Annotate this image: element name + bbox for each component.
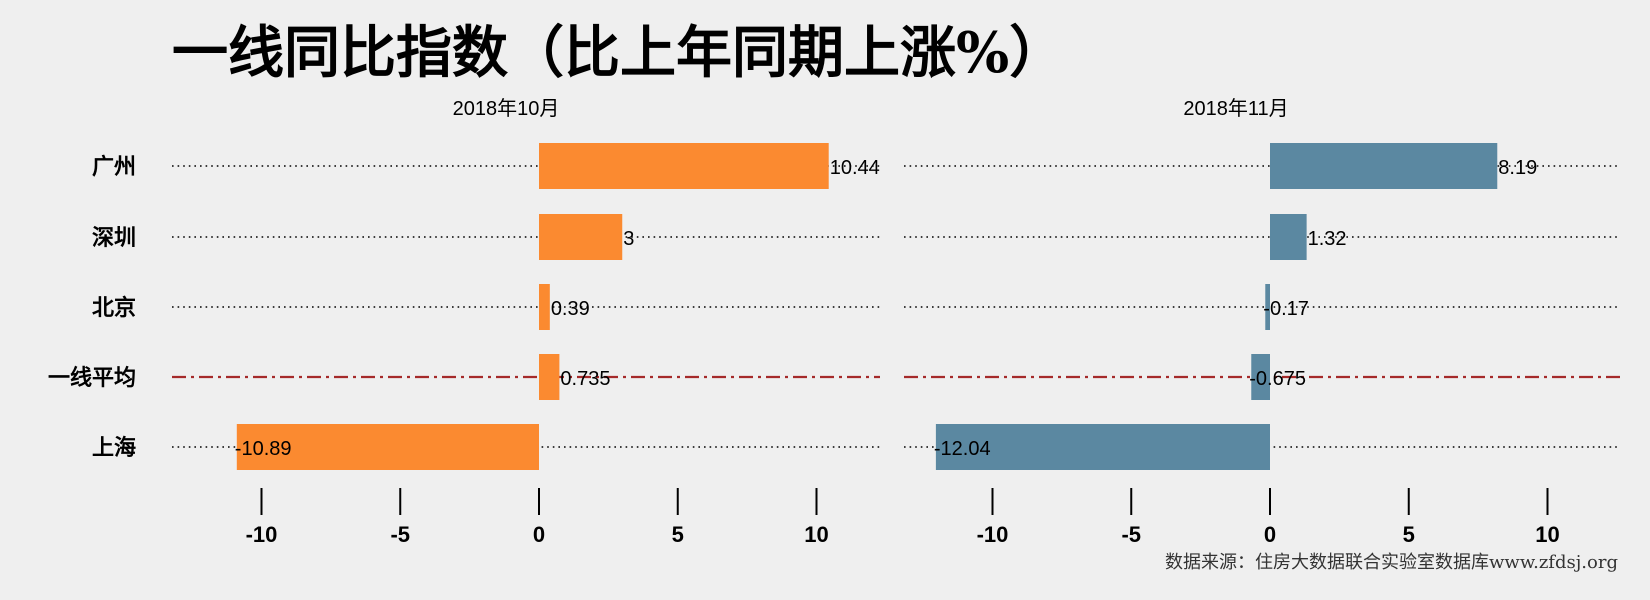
data-label-0-1: 3 [623, 228, 634, 250]
bar-1-4 [935, 424, 1270, 470]
data-source-note: 数据来源：住房大数据联合实验室数据库www.zfdsj.org [1165, 552, 1618, 573]
data-label-1-1: 1.32 [1308, 228, 1347, 250]
data-label-1-3: -0.675 [1249, 368, 1306, 390]
bar-1-2 [1265, 284, 1270, 330]
category-label-3: 一线平均 [48, 365, 136, 391]
data-label-1-4: -12.04 [934, 438, 991, 460]
category-label-4: 上海 [92, 435, 136, 461]
bar-0-4 [236, 424, 540, 470]
bar-1-1 [1270, 214, 1307, 260]
x-tick-label-0-1: -5 [390, 522, 410, 547]
data-label-0-3: 0.735 [560, 368, 610, 390]
category-label-1: 深圳 [92, 225, 136, 251]
data-label-1-2: -0.17 [1263, 298, 1309, 320]
data-label-1-0: 8.19 [1498, 157, 1537, 179]
bar-1-3 [1251, 354, 1270, 400]
x-tick-label-1-0: -10 [977, 522, 1009, 547]
bar-1-0 [1270, 143, 1498, 189]
data-label-0-0: 10.44 [830, 157, 880, 179]
category-label-2: 北京 [92, 295, 136, 321]
bar-0-0 [539, 143, 829, 189]
x-tick-label-1-3: 5 [1403, 522, 1415, 547]
chart-title: 一线同比指数（比上年同期上涨%） [172, 20, 1066, 86]
bar-0-1 [539, 214, 623, 260]
x-tick-label-1-1: -5 [1121, 522, 1141, 547]
x-tick-label-0-0: -10 [246, 522, 278, 547]
x-tick-label-0-3: 5 [672, 522, 684, 547]
x-tick-label-0-2: 0 [533, 522, 545, 547]
x-tick-label-1-2: 0 [1264, 522, 1276, 547]
x-tick-label-0-4: 10 [804, 522, 828, 547]
data-label-0-4: -10.89 [235, 438, 292, 460]
bar-0-3 [539, 354, 560, 400]
bar-0-2 [539, 284, 550, 330]
data-label-0-2: 0.39 [551, 298, 590, 320]
category-label-0: 广州 [92, 154, 136, 180]
panel-title-nov: 2018年11月 [1183, 98, 1289, 120]
panel-title-oct: 2018年10月 [452, 98, 560, 120]
x-tick-label-1-4: 10 [1535, 522, 1559, 547]
